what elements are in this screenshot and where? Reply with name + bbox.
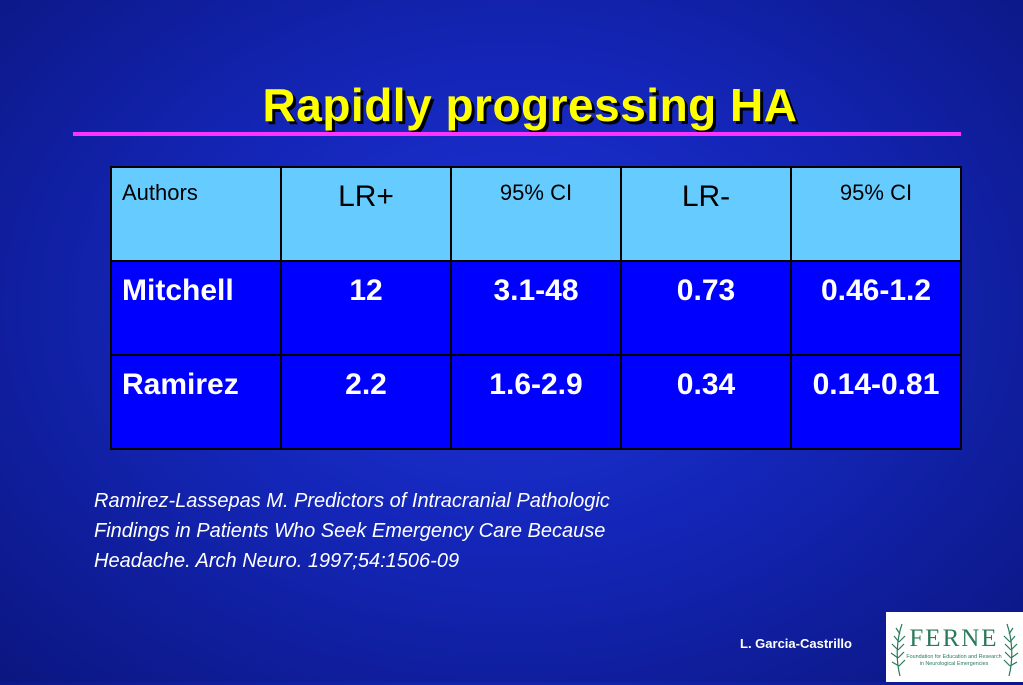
table-cell-author: Mitchell bbox=[110, 260, 282, 356]
table-cell-ci-minus: 0.14-0.81 bbox=[790, 354, 962, 450]
header-cell-lr-plus: LR+ bbox=[280, 166, 452, 262]
title-underline bbox=[73, 132, 961, 136]
table-row: Mitchell 12 3.1-48 0.73 0.46-1.2 bbox=[110, 260, 962, 356]
slide-title: Rapidly progressing HA bbox=[262, 79, 798, 131]
table-cell-ci-plus: 3.1-48 bbox=[450, 260, 622, 356]
citation-line: Ramirez-Lassepas M. Predictors of Intrac… bbox=[94, 490, 610, 512]
table-cell-ci-minus: 0.46-1.2 bbox=[790, 260, 962, 356]
leaf-right-icon bbox=[1003, 623, 1019, 677]
table-cell-ci-plus: 1.6-2.9 bbox=[450, 354, 622, 450]
table-cell-lr-minus: 0.73 bbox=[620, 260, 792, 356]
citation-line: Headache. Arch Neuro. 1997;54:1506-09 bbox=[94, 550, 460, 572]
leaf-left-icon bbox=[890, 623, 906, 677]
likelihood-ratio-table: Authors LR+ 95% CI LR- 95% CI Mitchell 1… bbox=[110, 166, 962, 450]
header-cell-authors: Authors bbox=[110, 166, 282, 262]
table-cell-lr-plus: 12 bbox=[280, 260, 452, 356]
citation: Ramirez-Lassepas M. Predictors of Intrac… bbox=[94, 486, 794, 576]
citation-line: Findings in Patients Who Seek Emergency … bbox=[94, 520, 606, 542]
table-header-row: Authors LR+ 95% CI LR- 95% CI bbox=[110, 166, 962, 262]
header-cell-ci-minus: 95% CI bbox=[790, 166, 962, 262]
header-cell-lr-minus: LR- bbox=[620, 166, 792, 262]
ferne-logo-graphic: FERNE Foundation for Education and Resea… bbox=[890, 623, 1019, 677]
logo-tagline: Foundation for Education and Research bbox=[906, 654, 1001, 660]
table-cell-lr-minus: 0.34 bbox=[620, 354, 792, 450]
table-cell-lr-plus: 2.2 bbox=[280, 354, 452, 450]
author-credit: L. Garcia-Castrillo bbox=[740, 636, 852, 651]
logo-wordmark: FERNE bbox=[909, 625, 998, 652]
table-row: Ramirez 2.2 1.6-2.9 0.34 0.14-0.81 bbox=[110, 354, 962, 450]
table-cell-author: Ramirez bbox=[110, 354, 282, 450]
logo-tagline: in Neurological Emergencies bbox=[920, 661, 989, 667]
ferne-logo-icon: FERNE Foundation for Education and Resea… bbox=[886, 612, 1023, 682]
header-cell-ci-plus: 95% CI bbox=[450, 166, 622, 262]
